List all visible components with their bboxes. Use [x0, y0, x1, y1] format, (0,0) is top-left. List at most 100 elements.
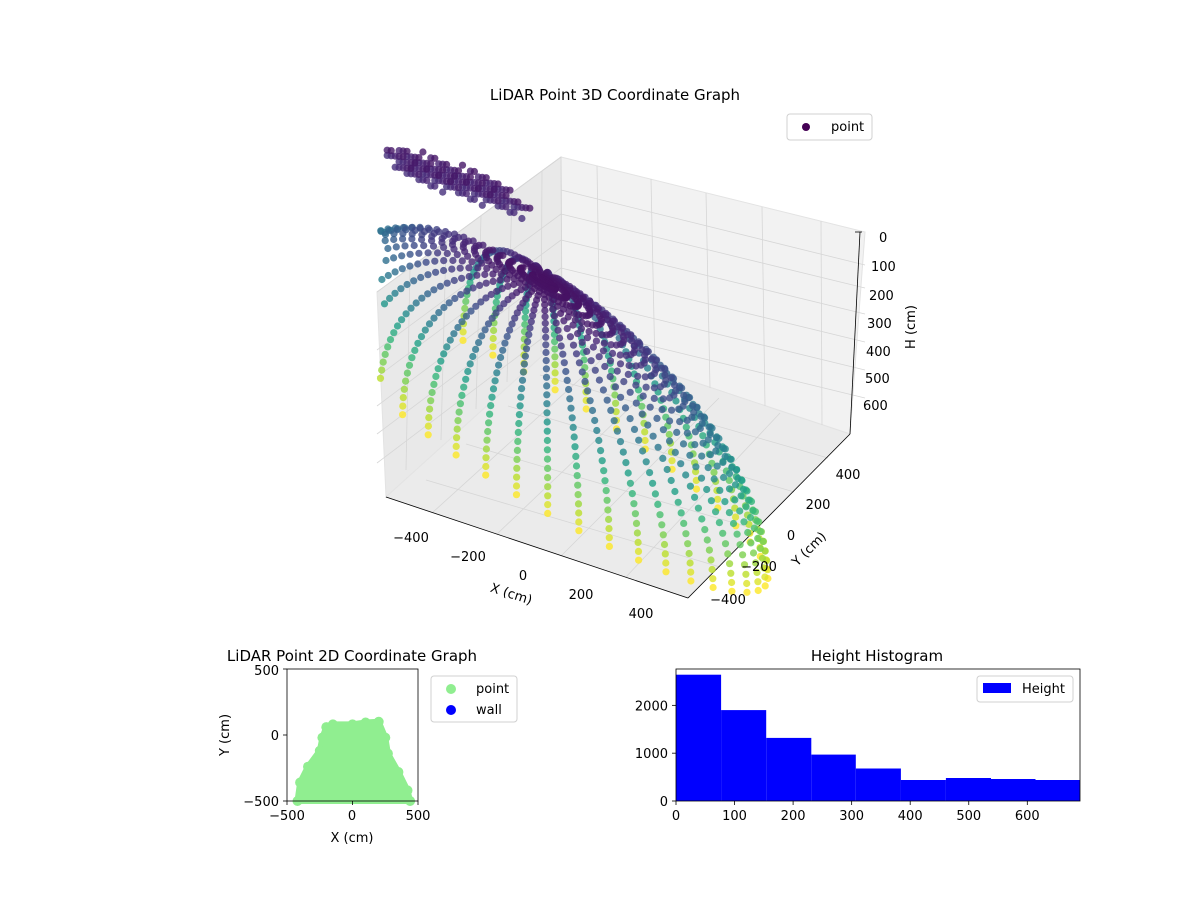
plot3d-point: [570, 433, 578, 441]
plot3d-point: [749, 507, 757, 515]
plot3d-gridline: [425, 479, 721, 568]
plot3d-point: [739, 485, 748, 493]
plot3d-point: [551, 338, 559, 346]
plot3d-point: [683, 429, 692, 437]
plot3d-point: [744, 528, 752, 537]
plot3d-point: [606, 357, 615, 365]
plot3d-point: [736, 507, 744, 515]
plot3d-point: [743, 588, 751, 596]
plot3d-point: [514, 437, 522, 445]
plot3d-z-tick: 500: [865, 372, 890, 387]
plot3d-point: [517, 393, 525, 401]
plot2d-point: [327, 719, 338, 730]
plot3d-point: [521, 352, 530, 360]
histogram-y-tick: 2000: [635, 699, 668, 714]
plot3d-point: [450, 276, 458, 285]
plot3d-point: [653, 414, 661, 422]
plot3d-point: [448, 265, 456, 273]
plot3d-point: [423, 165, 431, 173]
plot3d-point: [734, 474, 742, 482]
plot3d-gridline: [560, 397, 720, 557]
plot3d-point: [595, 376, 604, 384]
plot3d-gridline: [560, 189, 866, 266]
plot3d-point: [616, 438, 625, 446]
plot3d-point: [633, 529, 642, 537]
plot3d-point: [680, 519, 688, 528]
plot3d-point: [518, 376, 527, 384]
plot3d-point: [493, 369, 501, 377]
plot2d-point: [380, 732, 391, 743]
plot3d-point: [659, 454, 667, 462]
plot3d-point: [382, 256, 390, 265]
plot3d-point: [447, 178, 455, 186]
plot3d-point: [706, 451, 715, 459]
plot3d-point: [544, 492, 552, 500]
plot3d-point: [598, 457, 606, 465]
plot3d-point: [415, 154, 423, 162]
plot3d-point: [660, 540, 669, 549]
plot3d-point: [492, 298, 500, 306]
plot3d-point: [679, 440, 688, 448]
plot3d-point: [647, 372, 655, 380]
plot3d-point: [455, 408, 463, 416]
plot3d-point: [658, 521, 666, 529]
plot3d-point: [551, 386, 559, 394]
plot3d-z-tick: 300: [867, 317, 892, 332]
plot3d-y-tick: 200: [806, 498, 831, 513]
plot3d-point: [431, 257, 439, 265]
plot3d-point: [391, 268, 399, 276]
plot3d-point: [719, 458, 727, 466]
plot3d-point: [506, 326, 514, 334]
plot3d-point: [677, 460, 685, 468]
plot3d-point: [529, 312, 537, 320]
plot3d-point: [462, 190, 470, 198]
plot3d-point: [703, 485, 711, 494]
plot3d-point: [544, 509, 552, 517]
plot3d-point: [454, 184, 463, 192]
plot3d-point: [599, 386, 608, 394]
plot3d-point: [574, 481, 582, 489]
plot3d-point: [683, 416, 691, 424]
plot3d-point: [417, 333, 426, 341]
plot3d-point: [714, 495, 722, 503]
plot3d-gridline: [820, 220, 823, 426]
plot3d-point: [631, 510, 640, 518]
plot3d-x-axis-line: [385, 496, 689, 599]
plot3d-point: [624, 469, 632, 477]
plot3d-point: [487, 290, 495, 299]
histogram-y-tick: 0: [660, 795, 668, 810]
plot3d-point: [750, 524, 759, 532]
plot3d-point: [649, 432, 657, 440]
plot3d-x-tick: 0: [519, 569, 527, 584]
plot3d-point: [390, 329, 398, 337]
histogram-bar: [676, 674, 722, 801]
plot3d-point: [469, 352, 477, 361]
plot3d-point: [626, 415, 634, 423]
plot3d-point: [709, 575, 717, 583]
plot3d-point: [582, 405, 590, 413]
plot3d-z-axis-line: [849, 231, 861, 435]
plot3d-point: [541, 319, 549, 327]
plot3d-point: [621, 404, 630, 412]
plot3d-point: [740, 518, 748, 526]
plot3d-point: [407, 304, 415, 312]
plot3d-point: [512, 482, 521, 490]
plot3d-point: [659, 395, 667, 403]
plot3d-point: [632, 381, 640, 389]
plot2d-legend-label-point: point: [476, 682, 509, 697]
plot3d-point: [490, 185, 498, 194]
plot3d-point: [597, 447, 605, 455]
plot3d-point: [542, 373, 551, 381]
plot3d-point: [663, 465, 671, 474]
plot3d-point: [540, 295, 549, 303]
plot3d-point: [428, 237, 436, 245]
plot3d-point: [432, 268, 440, 276]
plot3d-point: [569, 321, 577, 329]
plot3d-point: [481, 270, 489, 279]
plot3d-point: [410, 241, 418, 250]
plot3d-point: [634, 538, 642, 547]
plot3d-point: [604, 506, 612, 514]
plot3d-point: [661, 371, 669, 379]
plot3d-point: [424, 431, 432, 439]
plot3d-point: [503, 332, 511, 341]
